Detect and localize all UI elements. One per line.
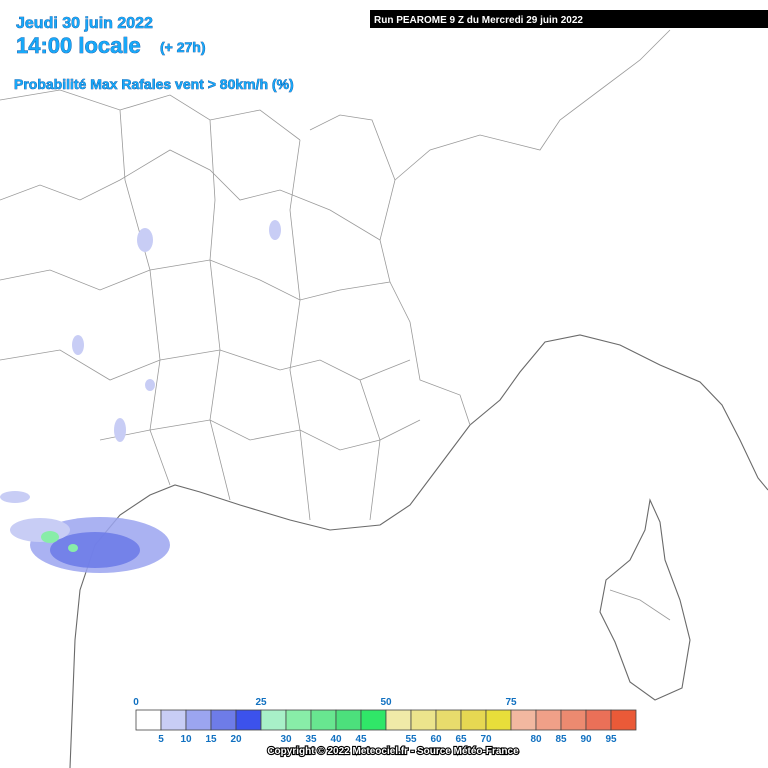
legend-box xyxy=(410,709,437,731)
legend-label: 15 xyxy=(205,734,217,745)
time: 14:00 locale xyxy=(16,33,141,58)
legend-box xyxy=(185,709,212,731)
legend-label: 20 xyxy=(230,734,242,745)
legend-label: 55 xyxy=(405,734,417,745)
run: Run PEAROME 9 Z du Mercredi 29 juin 2022 xyxy=(374,15,583,26)
legend-box xyxy=(135,709,162,731)
legend-box xyxy=(585,709,612,731)
date: Jeudi 30 juin 2022 xyxy=(16,15,153,32)
legend-label: 50 xyxy=(380,697,392,708)
legend-box xyxy=(235,709,262,731)
legend-box xyxy=(310,709,337,731)
legend-label: 90 xyxy=(580,734,592,745)
legend-label: 0 xyxy=(133,697,139,708)
legend-box xyxy=(510,709,537,731)
probability-field xyxy=(0,220,281,573)
legend-label: 75 xyxy=(505,697,517,708)
legend-box xyxy=(285,709,312,731)
legend-box xyxy=(385,709,412,731)
legend-label: 45 xyxy=(355,734,367,745)
legend-label: 30 xyxy=(280,734,292,745)
legend-label: 95 xyxy=(605,734,617,745)
legend-box xyxy=(435,709,462,731)
legend-label: 70 xyxy=(480,734,492,745)
legend-label: 85 xyxy=(555,734,567,745)
legend-box xyxy=(485,709,512,731)
legend-box xyxy=(535,709,562,731)
legend-box xyxy=(610,709,637,731)
run-banner xyxy=(370,10,768,28)
legend-label: 65 xyxy=(455,734,467,745)
legend-label: 10 xyxy=(180,734,192,745)
copyright: Copyright © 2022 Meteociel.fr - Source M… xyxy=(267,746,519,757)
legend-label: 5 xyxy=(158,734,164,745)
legend-box xyxy=(210,709,237,731)
map-borders xyxy=(0,29,768,768)
legend-label: 40 xyxy=(330,734,342,745)
legend-box xyxy=(460,709,487,731)
legend-label: 60 xyxy=(430,734,442,745)
legend-box xyxy=(160,709,187,731)
legend-label: 25 xyxy=(255,697,267,708)
lead: (+ 27h) xyxy=(160,39,206,55)
legend-box xyxy=(560,709,587,731)
legend: 0 25 50 75 5 10 15 20 30 35 40 45 55 60 65 70 80 85 90 95 xyxy=(133,697,637,745)
legend-box xyxy=(360,709,387,731)
parameter: Probabilité Max Rafales vent > 80km/h (%… xyxy=(14,76,294,92)
legend-box xyxy=(335,709,362,731)
legend-label: 35 xyxy=(305,734,317,745)
legend-box xyxy=(260,709,287,731)
legend-label: 80 xyxy=(530,734,542,745)
